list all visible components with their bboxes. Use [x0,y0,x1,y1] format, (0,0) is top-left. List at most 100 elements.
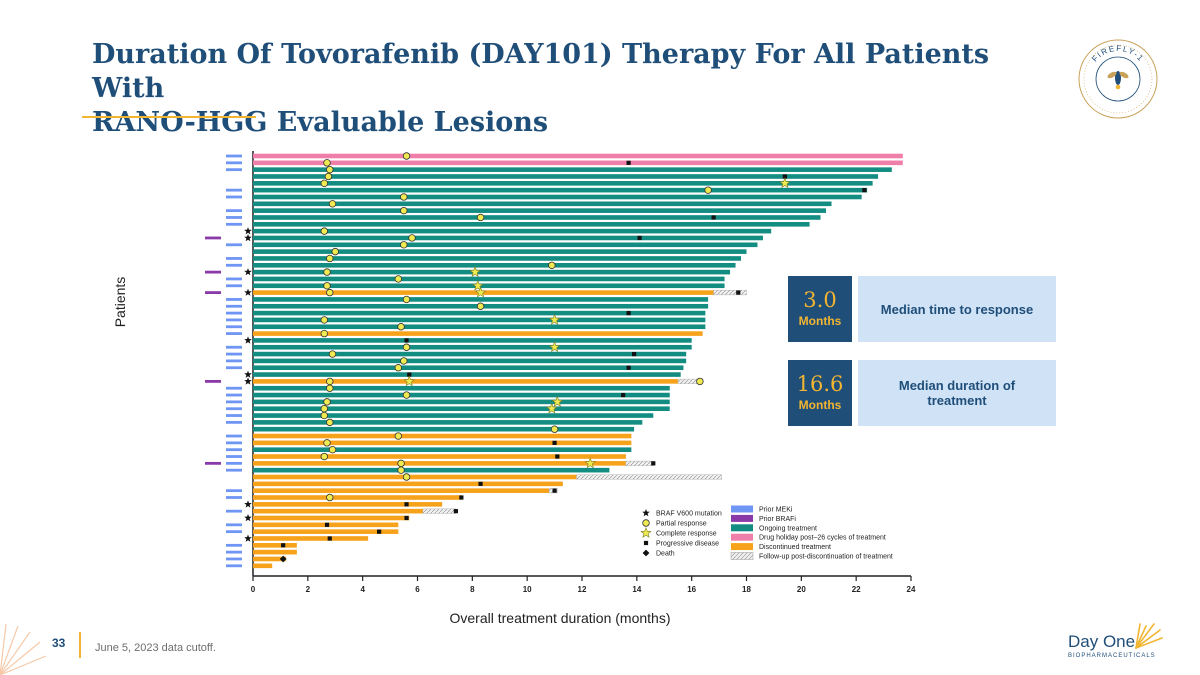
progressive-disease-marker [711,215,716,220]
prior-meki-bar [226,366,242,370]
firefly-1-emblem-logo: FIREFLY-1 [1078,39,1158,119]
prior-meki-bar [226,420,242,424]
legend-swatch-brafi [731,514,753,522]
prior-meki-bar [226,311,242,315]
prior-meki-bar [226,359,242,363]
patient-bar [253,529,399,534]
patient-bar [253,365,684,371]
progressive-disease-marker [637,235,642,241]
patient-bar [253,461,626,466]
partial-response-marker [328,445,337,454]
braf-v600-marker [244,268,252,276]
median-duration-unit: Months [798,398,842,412]
patient-bar [253,256,742,261]
prior-meki-bar [226,216,242,219]
median-time-to-response-value: 3.0 [803,288,837,312]
patient-bar [253,351,687,357]
complete-response-marker [548,313,561,325]
x-tick-label: 14 [632,585,641,594]
sun-icon [1135,623,1163,649]
progressive-disease-marker [404,515,409,521]
prior-meki-bar [226,277,242,281]
complete-response-marker [546,402,558,414]
partial-response-marker [548,261,556,269]
patient-bar [253,249,747,254]
prior-meki-bar [226,414,242,417]
median-time-to-response-box: 3.0 Months Median time to response [788,276,1056,342]
patient-bar [253,338,692,343]
slide-title-line-2: RANO-HGG Evaluable Lesions [92,107,549,138]
legend-label-cr: Complete response [656,531,717,538]
prior-meki-bar [226,509,242,513]
x-tick-label: 4 [360,585,365,594]
prior-meki-bar [226,448,242,452]
progressive-disease-marker [377,529,382,534]
x-tick-label: 24 [907,585,916,594]
legend-swatch-disc [731,543,753,551]
patient-bar [253,556,286,562]
patient-bar [253,515,410,521]
legend-swatch-holiday [731,533,753,541]
patient-bar [253,228,772,234]
prior-meki-bar [226,298,242,301]
patient-bar [253,242,758,248]
partial-response-marker [320,227,328,235]
prior-meki-bar [226,434,242,438]
patient-bar [253,379,678,384]
prior-meki-bar [226,263,242,267]
page-number: 33 [52,636,66,650]
partial-response-marker [326,377,334,386]
patient-bar [253,201,832,207]
patient-bar [253,181,873,186]
partial-response-marker [397,323,405,331]
legend-symbol-death [642,549,650,557]
progressive-disease-marker [281,543,286,548]
complete-response-marker [779,177,791,189]
prior-meki-bar [226,195,242,199]
partial-response-marker [400,206,408,215]
median-time-to-response-value-box: 3.0 Months [788,276,852,342]
progressive-disease-marker [782,174,787,179]
prior-meki-bar [226,489,242,493]
legend-label-holiday: Drug holiday post–26 cycles of treatment [759,535,886,542]
x-tick-label: 20 [797,585,806,594]
prior-meki-bar [226,461,242,465]
complete-response-marker [403,375,415,387]
legend-label-brafi: Prior BRAFi [759,516,796,523]
patient-bar [253,467,610,473]
patient-bar [253,174,879,179]
patient-bar [253,235,763,241]
partial-response-marker [394,432,403,440]
progressive-disease-marker [626,160,631,165]
prior-brafi-bar [205,291,221,294]
patient-bar [253,426,635,432]
slide-title-line-1: Duration Of Tovorafenib (DAY101) Therapy… [92,39,990,104]
partial-response-marker [320,452,328,461]
progressive-disease-marker [651,461,656,466]
patient-bar [253,310,706,316]
patient-bar [253,269,731,275]
legend-symbol-cr [640,526,652,538]
patient-bar [253,563,273,569]
data-cutoff-note: June 5, 2023 data cutoff. [95,642,216,654]
partial-response-marker [704,186,712,194]
complete-response-marker [474,286,487,298]
braf-v600-marker [244,534,252,542]
patient-bar [253,153,903,159]
progressive-disease-marker [404,338,409,343]
patient-bar [253,406,670,412]
prior-meki-bar [226,209,242,213]
x-tick-label: 22 [852,585,861,594]
median-time-to-response-unit: Months [798,314,842,328]
prior-meki-bar [226,564,242,568]
patient-bar [253,344,692,350]
prior-brafi-bar [205,236,221,240]
patient-bar [253,549,297,555]
partial-response-marker [408,234,416,242]
legend-label-meki: Prior MEKi [759,507,793,514]
patient-bar [253,454,626,459]
x-axis-ticks: 0 2 4 6 8 10 12 14 16 18 20 22 24 [251,576,916,594]
patient-bar [253,331,703,336]
progressive-disease-marker [626,365,631,370]
